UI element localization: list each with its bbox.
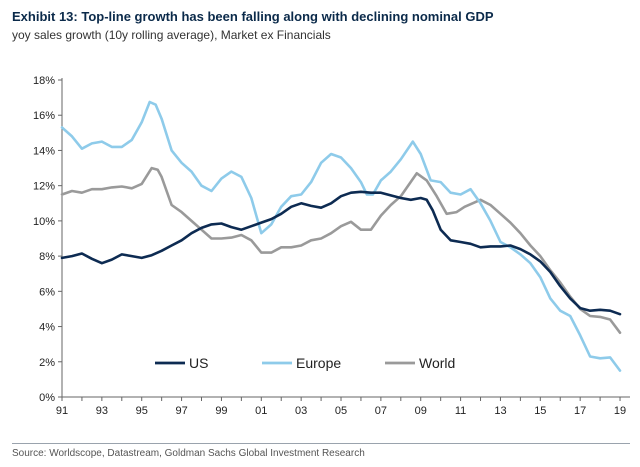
chart-subtitle: yoy sales growth (10y rolling average), … <box>12 28 331 42</box>
chart-title: Exhibit 13: Top-line growth has been fal… <box>12 9 494 24</box>
x-tick-label: 03 <box>295 405 307 417</box>
y-axis-tick-labels: 0% 2% 4% 6% 8% 10% 12% 14% 16% 18% <box>33 75 55 404</box>
x-tick-label: 13 <box>494 405 506 417</box>
x-tick-label: 05 <box>335 405 347 417</box>
y-tick-label: 18% <box>33 75 55 87</box>
series-line-world <box>60 166 622 334</box>
x-tick-label: 15 <box>534 405 546 417</box>
x-tick-label: 97 <box>175 405 187 417</box>
y-tick-label: 8% <box>39 251 55 263</box>
x-tick-label: 01 <box>255 405 267 417</box>
x-tick-label: 19 <box>614 405 626 417</box>
legend-label-world: World <box>419 355 455 371</box>
chart-legend: US Europe World <box>155 355 455 371</box>
x-tick-label: 09 <box>415 405 427 417</box>
y-tick-label: 10% <box>33 216 55 228</box>
x-tick-label: 07 <box>375 405 387 417</box>
y-tick-label: 16% <box>33 110 55 122</box>
y-tick-label: 12% <box>33 181 55 193</box>
line-chart: 0% 2% 4% 6% 8% 10% 12% 14% 16% 18% 91 93 95 97 99 01 03… <box>33 75 630 417</box>
x-axis-tick-labels: 91 93 95 97 99 01 03 05 07 09 11 13 15 17 19 <box>56 405 626 417</box>
y-tick-label: 2% <box>39 357 55 369</box>
y-tick-label: 4% <box>39 322 55 334</box>
series-line-europe <box>60 100 622 372</box>
y-tick-label: 14% <box>33 145 55 157</box>
y-tick-label: 0% <box>39 392 55 404</box>
source-note: Source: Worldscope, Datastream, Goldman … <box>12 448 365 459</box>
x-tick-label: 11 <box>455 405 466 417</box>
series-lines <box>60 100 622 372</box>
legend-label-europe: Europe <box>296 355 341 371</box>
x-tick-label: 91 <box>56 405 68 417</box>
x-tick-label: 99 <box>215 405 227 417</box>
x-tick-label: 17 <box>574 405 586 417</box>
x-tick-label: 95 <box>136 405 148 417</box>
y-tick-label: 6% <box>39 286 55 298</box>
series-line-us <box>60 190 622 316</box>
footer-divider <box>12 443 630 444</box>
legend-label-us: US <box>189 355 208 371</box>
x-tick-label: 93 <box>96 405 108 417</box>
chart-axes <box>58 78 630 401</box>
